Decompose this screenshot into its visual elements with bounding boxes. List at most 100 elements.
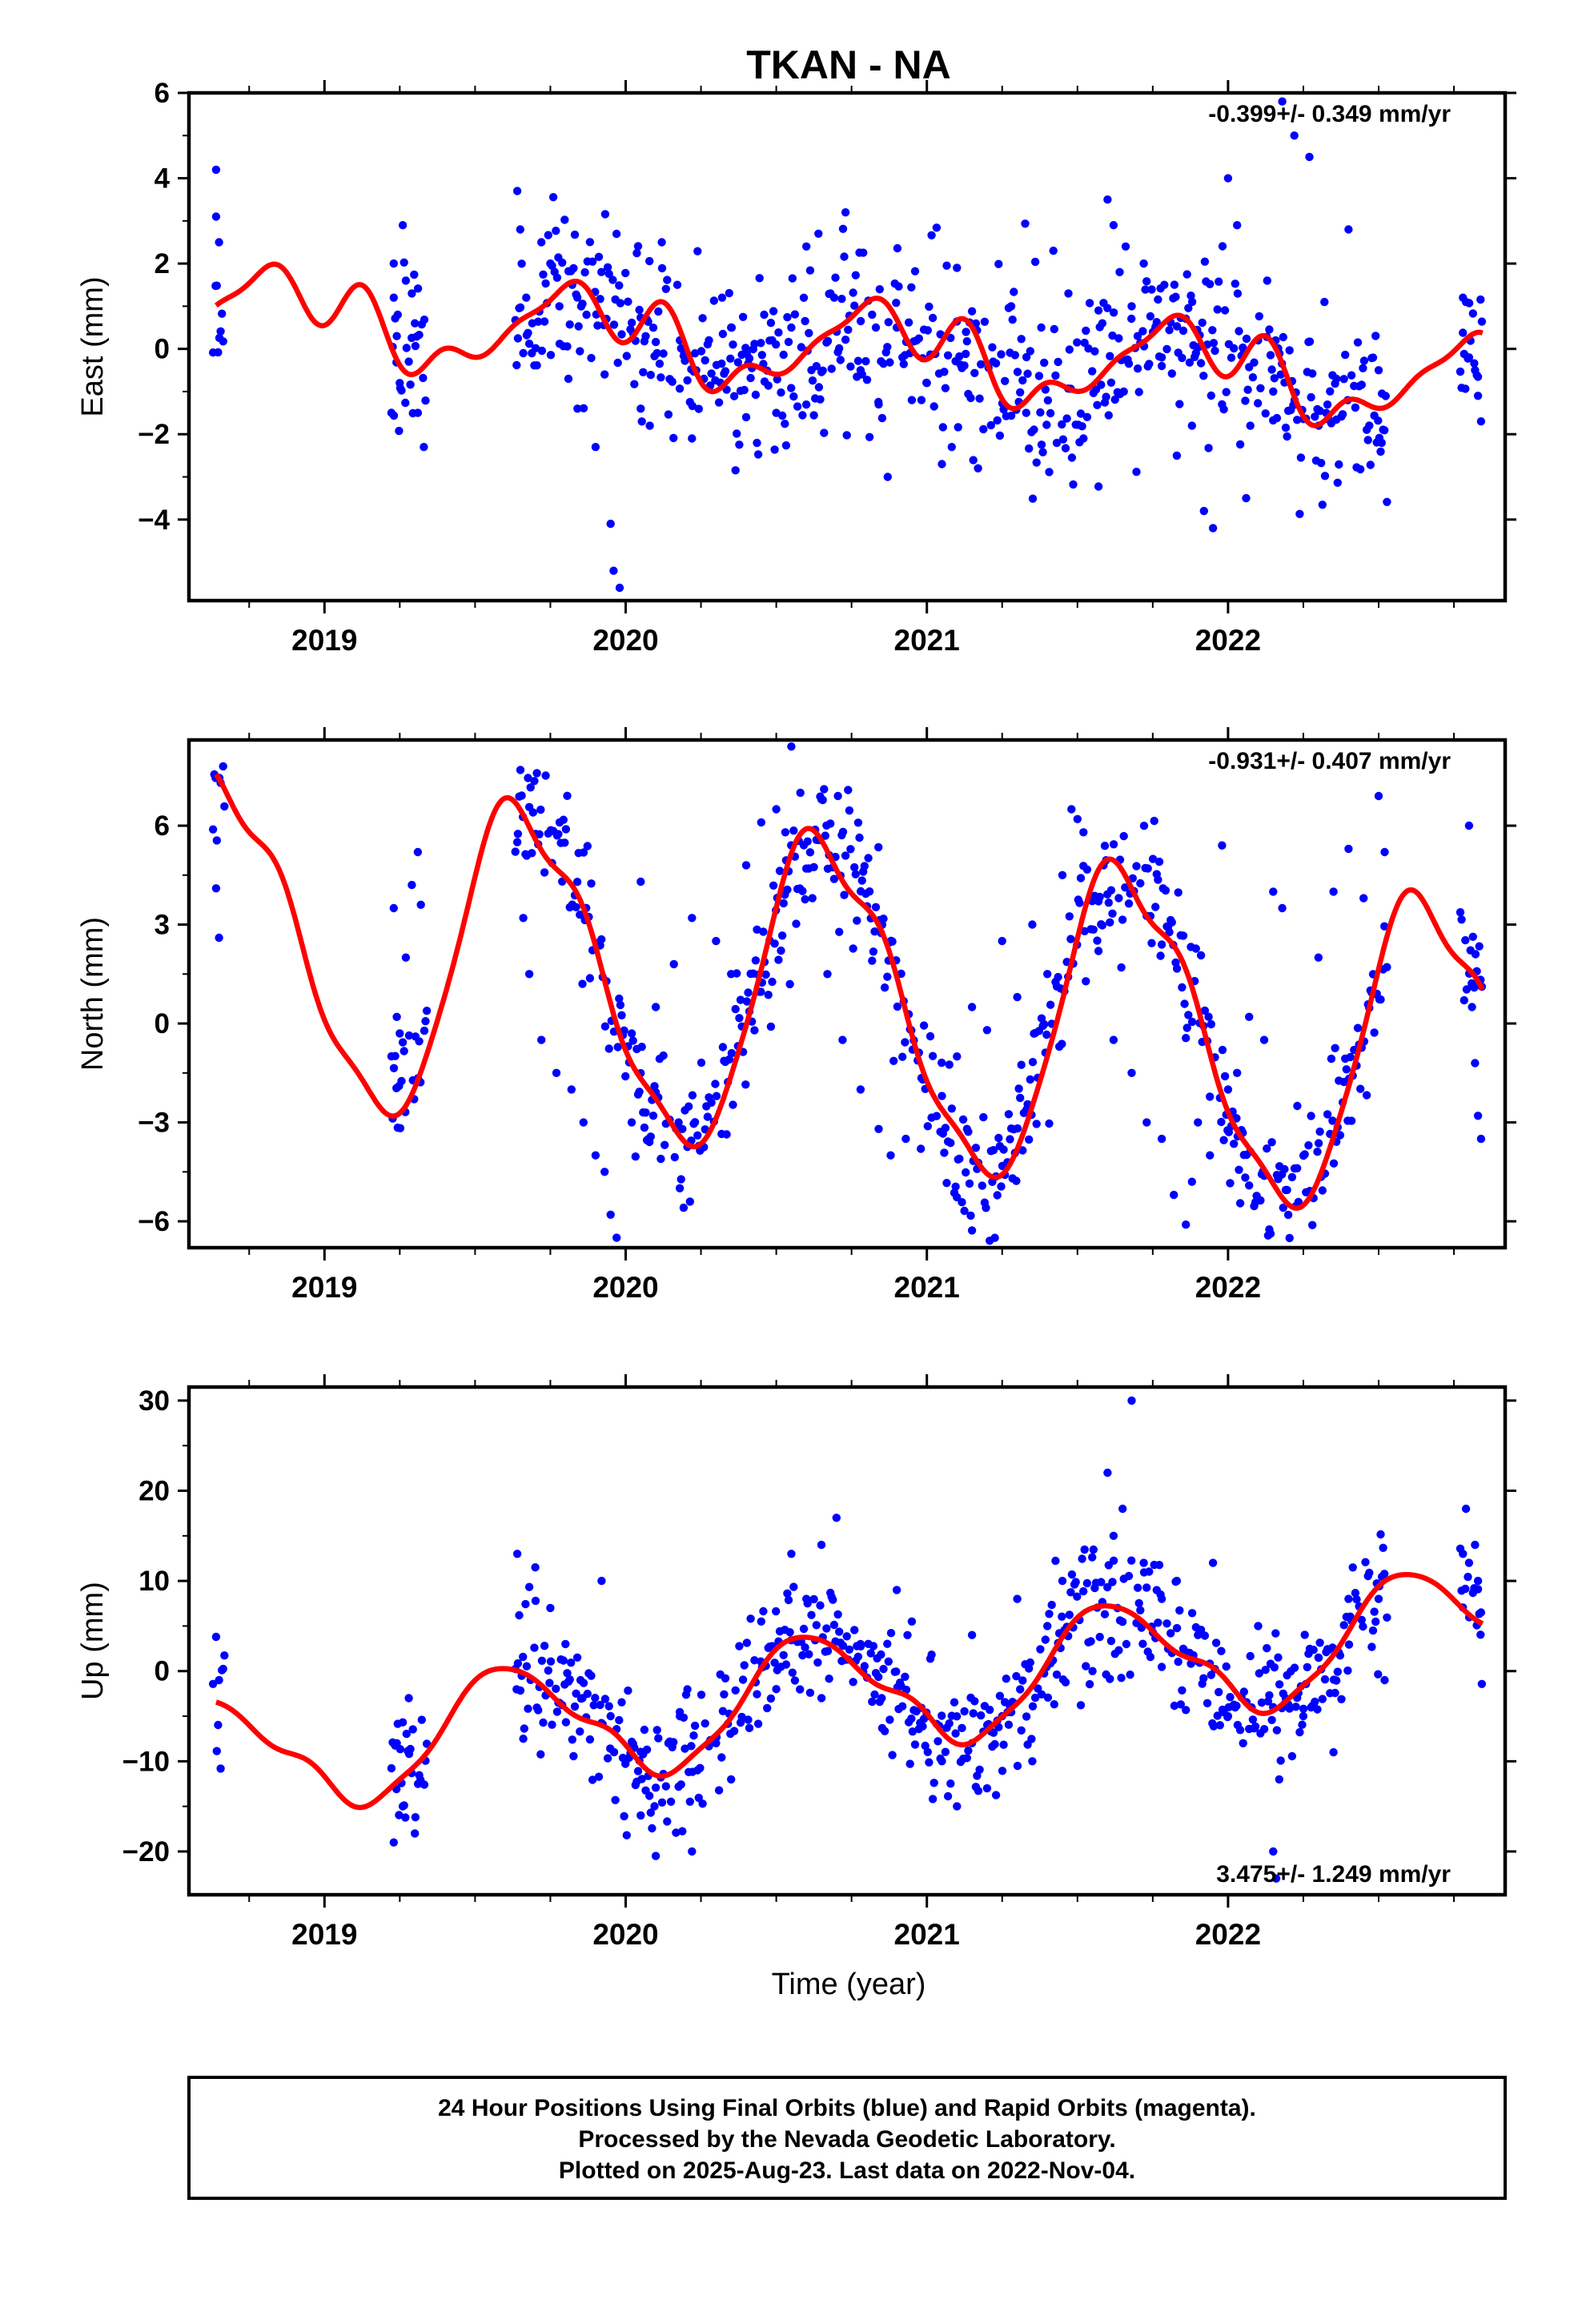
data-point bbox=[219, 1664, 227, 1674]
data-point bbox=[1161, 886, 1170, 895]
data-point bbox=[838, 224, 848, 233]
data-point bbox=[1368, 1626, 1378, 1635]
data-point bbox=[893, 1002, 902, 1011]
data-point bbox=[1139, 259, 1148, 268]
data-point bbox=[406, 380, 415, 389]
data-point bbox=[1361, 1558, 1370, 1566]
data-point bbox=[604, 269, 613, 279]
data-point bbox=[1335, 460, 1343, 469]
data-point bbox=[922, 379, 931, 388]
data-point bbox=[962, 337, 972, 346]
data-point bbox=[578, 300, 587, 308]
data-point bbox=[1098, 319, 1107, 328]
data-point bbox=[838, 1641, 848, 1651]
data-point bbox=[934, 1737, 942, 1746]
data-point bbox=[636, 1811, 645, 1820]
data-point bbox=[1362, 1091, 1371, 1100]
data-point bbox=[565, 1675, 574, 1684]
data-point bbox=[1067, 453, 1077, 462]
data-point bbox=[1219, 1136, 1228, 1144]
data-point bbox=[735, 1014, 744, 1023]
data-point bbox=[1076, 874, 1086, 883]
data-point bbox=[1263, 276, 1272, 285]
data-point bbox=[741, 412, 751, 422]
data-point bbox=[1172, 1623, 1182, 1633]
data-point bbox=[1066, 935, 1075, 943]
data-point bbox=[796, 788, 805, 798]
data-point bbox=[1223, 1085, 1233, 1094]
data-point bbox=[955, 352, 964, 361]
y-tick-label: −2 bbox=[138, 419, 170, 450]
data-point bbox=[522, 293, 531, 302]
data-point bbox=[746, 373, 755, 383]
data-point bbox=[687, 1742, 696, 1751]
data-point bbox=[594, 252, 604, 261]
rate-annotation: 3.475+/- 1.249 mm/yr bbox=[1216, 1861, 1451, 1888]
data-point bbox=[1036, 1645, 1045, 1654]
data-point bbox=[576, 1727, 584, 1736]
data-point bbox=[531, 344, 540, 352]
data-point bbox=[1275, 1775, 1284, 1784]
data-point bbox=[1126, 1671, 1134, 1679]
data-point bbox=[1217, 1647, 1226, 1655]
data-point bbox=[946, 1139, 955, 1148]
data-point bbox=[683, 376, 692, 385]
data-point bbox=[685, 1797, 694, 1806]
data-point bbox=[849, 944, 857, 953]
data-point bbox=[880, 1727, 889, 1735]
data-point bbox=[636, 877, 645, 887]
data-point bbox=[1094, 306, 1103, 315]
data-point bbox=[570, 230, 580, 239]
data-point bbox=[683, 1685, 692, 1694]
data-point bbox=[833, 791, 842, 801]
data-point bbox=[953, 1192, 962, 1202]
data-point bbox=[411, 319, 420, 328]
data-point bbox=[1184, 304, 1193, 312]
data-point bbox=[1160, 280, 1169, 289]
data-point bbox=[615, 583, 624, 593]
data-point bbox=[1080, 927, 1089, 936]
data-point bbox=[1338, 410, 1347, 419]
data-point bbox=[1114, 894, 1123, 903]
data-point bbox=[211, 884, 221, 893]
data-point bbox=[392, 1012, 401, 1022]
data-point bbox=[1052, 438, 1062, 448]
data-point bbox=[1305, 152, 1314, 162]
data-point bbox=[1246, 421, 1255, 430]
data-point bbox=[689, 1731, 698, 1740]
data-point bbox=[814, 229, 823, 238]
data-point bbox=[628, 1036, 637, 1045]
data-point bbox=[1199, 506, 1209, 516]
data-point bbox=[1254, 1622, 1263, 1630]
data-point bbox=[709, 296, 718, 305]
data-point bbox=[1327, 1054, 1336, 1063]
data-point bbox=[817, 1540, 826, 1550]
data-point bbox=[727, 1775, 736, 1784]
data-point bbox=[1218, 242, 1227, 251]
data-point bbox=[642, 1745, 652, 1754]
y-tick-label: 0 bbox=[155, 334, 170, 365]
data-point bbox=[1058, 1039, 1066, 1048]
plot-area bbox=[208, 742, 1487, 1245]
x-tick-label: 2019 bbox=[291, 1918, 357, 1951]
data-point bbox=[868, 956, 877, 965]
data-point bbox=[516, 766, 525, 774]
data-point bbox=[1339, 375, 1348, 384]
data-point bbox=[1470, 359, 1479, 368]
data-point bbox=[1314, 1653, 1323, 1662]
data-point bbox=[568, 1735, 576, 1744]
data-point bbox=[591, 1694, 600, 1703]
data-point bbox=[1106, 886, 1116, 895]
data-point bbox=[596, 1700, 604, 1710]
data-point bbox=[606, 519, 615, 529]
data-point bbox=[1170, 1190, 1178, 1200]
data-point bbox=[849, 1678, 857, 1687]
data-point bbox=[420, 443, 428, 452]
data-point bbox=[215, 238, 223, 247]
data-point bbox=[540, 317, 549, 326]
data-point bbox=[693, 247, 702, 255]
data-point bbox=[1296, 453, 1306, 462]
data-point bbox=[829, 1620, 839, 1630]
data-point bbox=[513, 830, 523, 838]
data-point bbox=[1370, 1607, 1379, 1616]
